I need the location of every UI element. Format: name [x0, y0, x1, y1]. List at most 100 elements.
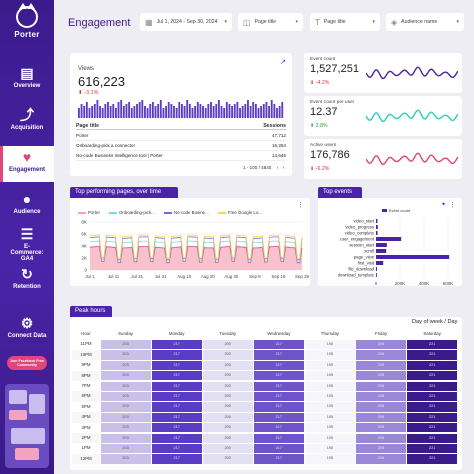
heatmap-cell: 200	[202, 339, 253, 350]
views-bar	[215, 104, 218, 118]
day-column-header: Saturday	[423, 331, 441, 336]
series-line	[89, 236, 303, 260]
ai-sparkle-icon[interactable]: ✦	[440, 202, 446, 208]
heatmap-cell: 200	[202, 350, 253, 360]
metric-delta: ⬇ -4.2%	[310, 80, 330, 86]
chevron-right-icon[interactable]: ›	[282, 165, 284, 170]
views-bar	[130, 108, 133, 118]
sidebar-item-engagement[interactable]: ♥ Engagement	[0, 146, 54, 182]
views-bar	[194, 106, 197, 118]
audience-name-filter[interactable]: ◈ Audience name ▾	[386, 13, 464, 31]
table-row[interactable]: Onboarding-pick a connector 16,254	[76, 141, 286, 151]
legend-label: No-code Busine...	[173, 210, 209, 215]
legend-swatch	[382, 209, 387, 212]
page-title-filter-2[interactable]: T Page title ▾	[310, 13, 380, 31]
views-bar	[204, 108, 207, 118]
column-header-sessions[interactable]: Sessions	[263, 123, 286, 129]
legend-item[interactable]: Porter	[78, 210, 100, 215]
join-community-button[interactable]: Join Facebook Free Community	[7, 356, 47, 370]
views-bar	[167, 102, 170, 118]
filter-label: Audience name	[401, 19, 438, 25]
heatmap-cell: 221	[407, 443, 458, 454]
heatmap-cell: 217	[151, 350, 202, 360]
views-bar	[181, 104, 183, 118]
table-row[interactable]: No-code Business Intelligence tool | Por…	[76, 151, 286, 161]
sparkline-path	[366, 152, 458, 166]
views-bar	[249, 106, 252, 118]
heatmap-cell: 195	[304, 371, 355, 381]
top-events-bar-chart: Event count 0 200K 400K 600K video_startvideo…	[338, 208, 454, 286]
table-row[interactable]: Porter 47,712	[76, 131, 286, 141]
heatmap-cell: 208	[356, 360, 407, 371]
more-options-icon[interactable]: ⋮	[297, 202, 304, 209]
date-range-picker[interactable]: ▦ Jul 1, 2024 - Sep 30, 2024 ▾	[140, 13, 232, 31]
heatmap-cell: 195	[304, 443, 355, 454]
heatmap-cell: 200	[202, 423, 253, 433]
page-title-filter-1[interactable]: ◫ Page title ▾	[238, 13, 303, 31]
hour-label: 11PM	[72, 339, 100, 350]
heatmap-cell: 195	[304, 360, 355, 371]
sidebar-item-audience[interactable]: ● Audience	[0, 192, 54, 222]
views-bar	[170, 104, 173, 118]
heatmap-cell: 195	[304, 391, 355, 402]
chart-legend: Porter Onboarding-pick... No-code Busine..…	[78, 210, 271, 215]
calendar-icon: ▦	[145, 17, 153, 27]
heatmap-cell: 208	[356, 391, 407, 402]
views-bar	[199, 104, 202, 118]
views-bar	[146, 108, 149, 118]
heatmap-cell: 195	[304, 339, 355, 350]
hour-label: 2PM	[72, 433, 100, 444]
sparkline-path	[366, 109, 458, 123]
views-bar	[117, 102, 120, 118]
heatmap-cell: 203	[100, 391, 151, 402]
views-bar	[141, 100, 144, 118]
row-sessions: 14,645	[271, 153, 286, 158]
category-label: download_template	[338, 272, 375, 277]
x-tick-label: Jul 31	[155, 274, 167, 279]
heatmap-cell: 200	[202, 391, 253, 402]
chevron-left-icon[interactable]: ‹	[276, 165, 279, 170]
heatmap-cell: 208	[356, 339, 407, 350]
series-line	[89, 240, 303, 262]
legend-item[interactable]: No-code Busine...	[163, 210, 209, 215]
row-sessions: 47,712	[271, 133, 286, 138]
sidebar-item-overview[interactable]: ▤ Overview	[0, 66, 54, 96]
metric-delta: ⬆ 2.8%	[310, 123, 328, 129]
heatmap-cell: 200	[202, 443, 253, 454]
metric-value: 176,786	[310, 149, 350, 161]
day-column-header: Tuesday	[219, 331, 237, 336]
event-bar	[376, 225, 378, 229]
views-bar	[262, 104, 265, 118]
views-bar	[122, 106, 125, 118]
legend-label: Porter	[88, 210, 100, 215]
row-page-title: No-code Business Intelligence tool | Por…	[76, 153, 163, 158]
event-bar	[376, 273, 377, 277]
event-bar	[376, 219, 378, 223]
column-header-page-title[interactable]: Page title	[76, 123, 100, 129]
heatmap-cell: 221	[407, 433, 458, 443]
views-bar	[114, 108, 117, 118]
table-pager[interactable]: 1 - 100 / 4840 ‹ ›	[243, 165, 284, 170]
views-bar	[107, 102, 109, 118]
legend-item[interactable]: Free Google Lo...	[217, 210, 262, 215]
sidebar-item-connect-data[interactable]: ⚙ Connect Data	[0, 316, 54, 344]
legend-item[interactable]: Onboarding-pick...	[108, 210, 155, 215]
open-external-icon[interactable]: ↗	[280, 59, 286, 66]
gear-icon: ⚙	[20, 315, 34, 331]
views-bar	[109, 106, 112, 118]
views-bar	[88, 108, 91, 118]
chevron-down-icon: ▾	[372, 19, 375, 25]
views-bar	[233, 104, 236, 118]
sidebar-item-acquisition[interactable]: ⤴ Acquisition	[0, 108, 54, 138]
metric-label: Event count	[310, 57, 336, 62]
more-options-icon[interactable]: ⋮	[449, 202, 456, 209]
heatmap-cell: 221	[407, 360, 458, 371]
sidebar-item-retention[interactable]: ↻ Retention	[0, 267, 54, 295]
metric-delta-value: 2.8%	[315, 123, 328, 129]
heatmap-cell: 208	[356, 402, 407, 412]
metric-value: 1,527,251	[310, 63, 359, 75]
area-porter	[90, 246, 302, 270]
porter-logo[interactable]: Porter	[10, 3, 44, 39]
heatmap-cell: 200	[202, 433, 253, 443]
sidebar-item-ecommerce[interactable]: ☰ E-Commerce: GA4	[0, 227, 54, 262]
